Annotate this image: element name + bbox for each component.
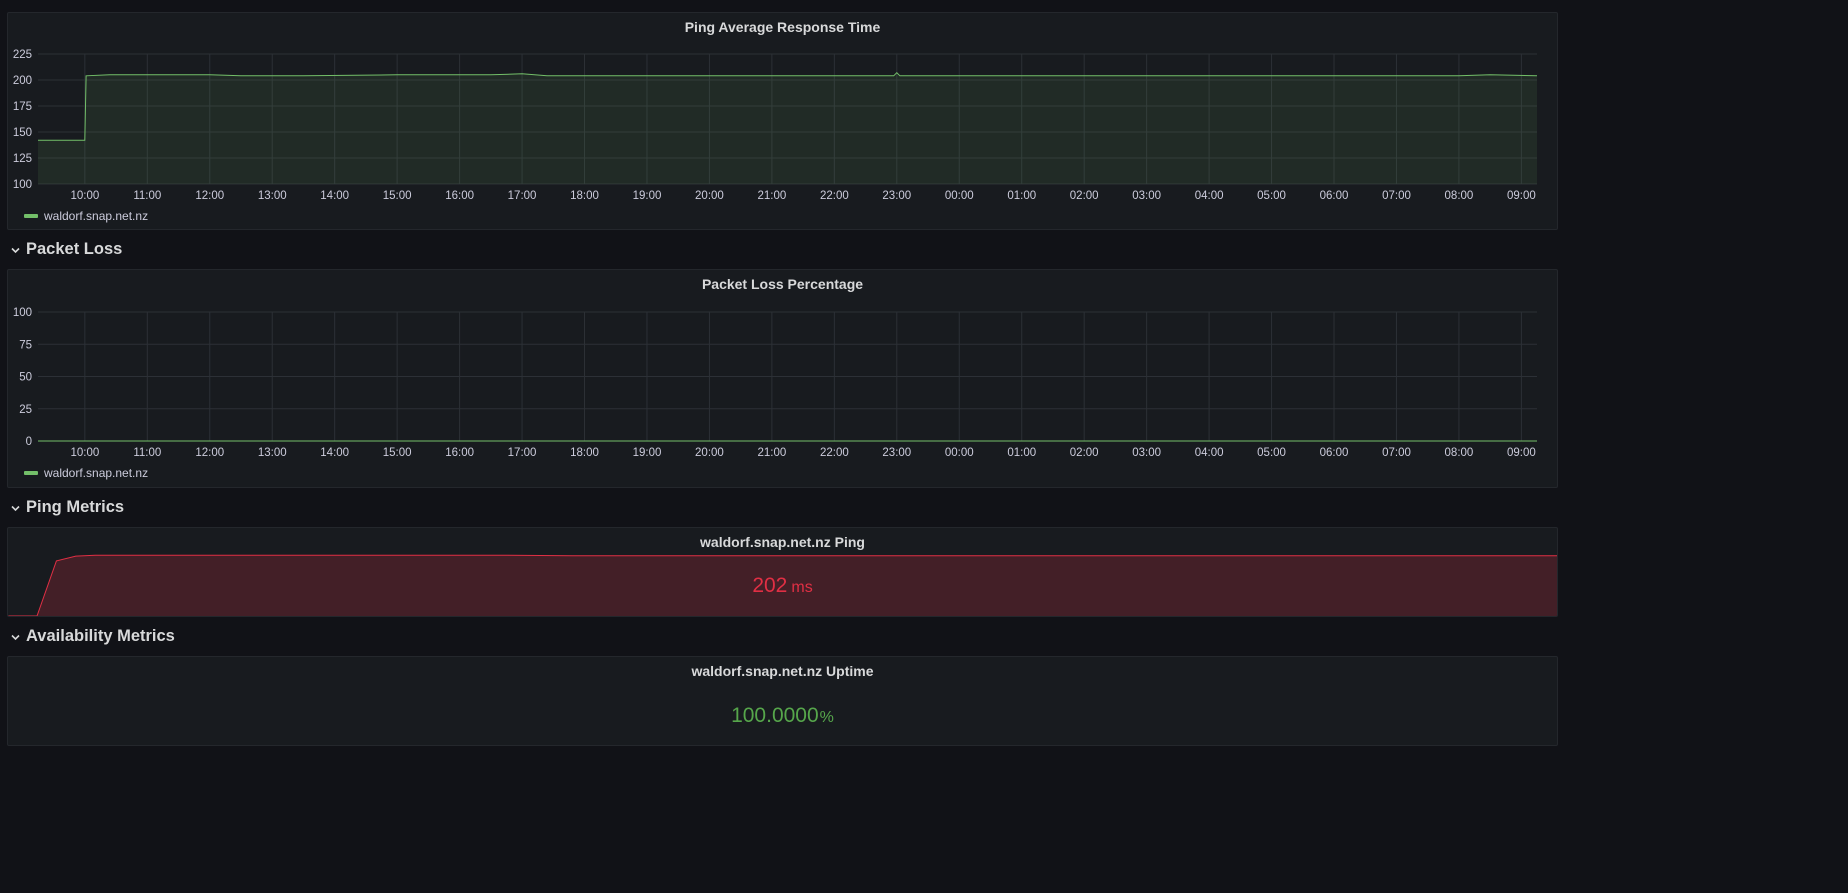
chevron-down-icon xyxy=(11,505,20,511)
x-tick-label: 12:00 xyxy=(195,447,224,459)
y-tick-label: 150 xyxy=(13,127,32,139)
panel-title[interactable]: waldorf.snap.net.nz Ping xyxy=(700,534,865,550)
uptime-stat-value: 100.0000% xyxy=(8,704,1557,728)
x-tick-label: 16:00 xyxy=(445,447,474,459)
x-tick-label: 21:00 xyxy=(757,447,786,459)
uptime-stat-panel: waldorf.snap.net.nz Uptime 100.0000% xyxy=(7,656,1558,746)
x-tick-label: 08:00 xyxy=(1445,190,1474,202)
y-tick-label: 225 xyxy=(13,49,32,61)
chart-grid xyxy=(38,311,1537,442)
row-header-ping-metrics[interactable]: Ping Metrics xyxy=(9,498,124,517)
x-tick-label: 14:00 xyxy=(320,190,349,202)
row-title: Ping Metrics xyxy=(26,498,125,516)
x-tick-label: 14:00 xyxy=(320,447,349,459)
stat-unit: % xyxy=(819,709,834,726)
stat-unit: ms xyxy=(791,579,813,596)
legend-label: waldorf.snap.net.nz xyxy=(44,209,149,223)
y-tick-label: 200 xyxy=(13,75,32,87)
x-tick-label: 18:00 xyxy=(570,447,599,459)
chevron-down-icon xyxy=(11,634,20,640)
x-tick-label: 08:00 xyxy=(1445,447,1474,459)
x-tick-label: 04:00 xyxy=(1195,447,1224,459)
x-tick-label: 23:00 xyxy=(882,190,911,202)
x-tick-label: 20:00 xyxy=(695,190,724,202)
x-tick-label: 11:00 xyxy=(133,447,161,459)
y-tick-label: 175 xyxy=(13,101,32,113)
y-tick-label: 50 xyxy=(19,372,32,384)
x-tick-label: 19:00 xyxy=(633,447,662,459)
ping-average-panel: Ping Average Response Time 100 125 150 175 2… xyxy=(7,12,1558,230)
stat-number: 202 xyxy=(752,574,788,597)
x-tick-label: 13:00 xyxy=(258,190,287,202)
series-line xyxy=(38,71,1538,141)
x-tick-label: 12:00 xyxy=(195,190,224,202)
x-tick-label: 17:00 xyxy=(508,447,537,459)
packet-loss-chart[interactable]: 0 25 50 75 100 10:00 11:00 12:00 13:00 14:00 15:00… xyxy=(8,270,1557,487)
x-tick-label: 02:00 xyxy=(1070,190,1099,202)
x-tick-label: 07:00 xyxy=(1382,190,1411,202)
x-tick-label: 05:00 xyxy=(1257,447,1286,459)
x-tick-label: 01:00 xyxy=(1007,447,1036,459)
ping-stat-panel: waldorf.snap.net.nz Ping 202 ms xyxy=(7,527,1558,617)
x-tick-label: 16:00 xyxy=(445,190,474,202)
x-tick-label: 06:00 xyxy=(1320,190,1349,202)
y-tick-label: 100 xyxy=(13,307,32,319)
x-tick-label: 10:00 xyxy=(70,447,99,459)
x-tick-label: 18:00 xyxy=(570,190,599,202)
y-tick-label: 75 xyxy=(19,339,32,351)
y-tick-label: 100 xyxy=(13,179,32,191)
x-tick-label: 01:00 xyxy=(1007,190,1036,202)
x-tick-label: 09:00 xyxy=(1507,447,1536,459)
panel-title[interactable]: Ping Average Response Time xyxy=(684,19,881,35)
x-tick-label: 13:00 xyxy=(258,447,287,459)
x-tick-label: 03:00 xyxy=(1132,447,1161,459)
x-tick-label: 15:00 xyxy=(383,447,412,459)
x-tick-label: 11:00 xyxy=(133,190,161,202)
x-tick-label: 02:00 xyxy=(1070,447,1099,459)
ping-average-chart[interactable]: 100 125 150 175 200 225 10:00 11:00 12:00 13:00 14… xyxy=(8,13,1557,229)
x-tick-label: 04:00 xyxy=(1195,190,1224,202)
y-tick-label: 125 xyxy=(13,153,32,165)
ping-stat-value: 202 ms xyxy=(8,574,1557,598)
stat-number: 100.0000 xyxy=(731,704,819,727)
sparkline-line xyxy=(8,554,1557,616)
panel-title[interactable]: waldorf.snap.net.nz Uptime xyxy=(691,663,874,679)
x-tick-label: 10:00 xyxy=(70,190,99,202)
x-tick-label: 09:00 xyxy=(1507,190,1536,202)
row-header-availability-metrics[interactable]: Availability Metrics xyxy=(9,627,175,646)
sparkline-area xyxy=(8,555,1557,616)
legend-swatch xyxy=(24,214,38,218)
x-tick-label: 21:00 xyxy=(757,190,786,202)
legend-swatch xyxy=(24,471,38,475)
x-tick-label: 03:00 xyxy=(1132,190,1161,202)
x-tick-label: 20:00 xyxy=(695,447,724,459)
legend-label: waldorf.snap.net.nz xyxy=(44,466,149,480)
legend-item[interactable]: waldorf.snap.net.nz xyxy=(24,209,148,223)
x-tick-label: 17:00 xyxy=(508,190,537,202)
x-tick-label: 06:00 xyxy=(1320,447,1349,459)
y-tick-label: 25 xyxy=(19,404,32,416)
row-title: Packet Loss xyxy=(26,240,123,258)
legend-item[interactable]: waldorf.snap.net.nz xyxy=(24,466,148,480)
row-header-packet-loss[interactable]: Packet Loss xyxy=(9,240,122,259)
x-tick-label: 07:00 xyxy=(1382,447,1411,459)
row-title: Availability Metrics xyxy=(26,627,175,645)
ping-sparkline xyxy=(8,554,1557,616)
x-tick-label: 22:00 xyxy=(820,190,849,202)
x-tick-label: 05:00 xyxy=(1257,190,1286,202)
y-tick-label: 0 xyxy=(26,436,32,448)
panel-title[interactable]: Packet Loss Percentage xyxy=(701,276,864,292)
x-tick-label: 23:00 xyxy=(882,447,911,459)
x-tick-label: 00:00 xyxy=(945,447,974,459)
x-tick-label: 19:00 xyxy=(633,190,662,202)
series-area xyxy=(38,72,1537,184)
x-tick-label: 22:00 xyxy=(820,447,849,459)
chevron-down-icon xyxy=(11,247,20,253)
packet-loss-panel: Packet Loss Percentage 0 25 50 75 100 10:00 11… xyxy=(7,269,1558,488)
x-tick-label: 15:00 xyxy=(383,190,412,202)
x-tick-label: 00:00 xyxy=(945,190,974,202)
